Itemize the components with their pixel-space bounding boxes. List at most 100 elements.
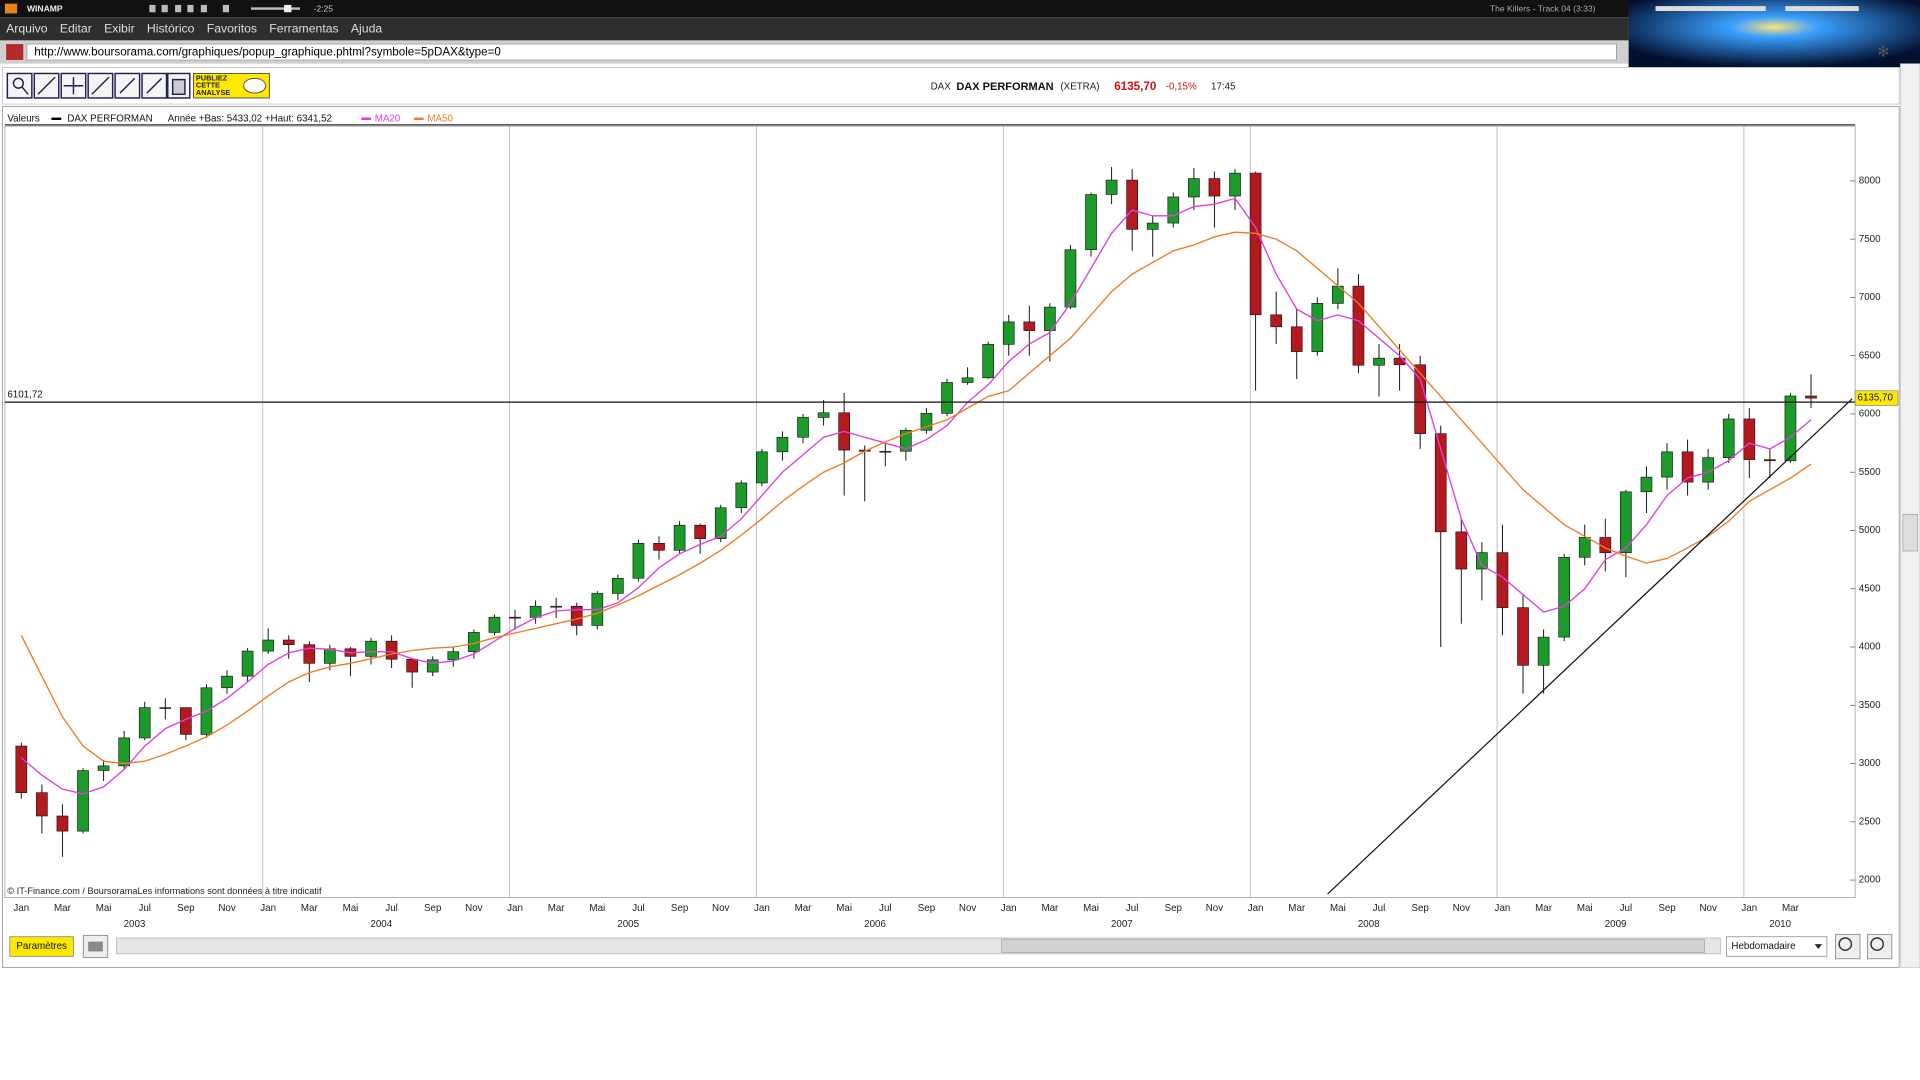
x-tick-label: Mar (54, 903, 72, 914)
params-button[interactable] (9, 936, 74, 957)
x-tick-label: Sep (671, 903, 689, 914)
publish-text: CETTE (196, 81, 220, 90)
candle-body (77, 770, 89, 832)
candle-body (797, 417, 809, 438)
x-tick-label: Nov (1699, 903, 1717, 914)
x-tick-label: Sep (918, 903, 936, 914)
candle-body (920, 413, 933, 431)
last-price-tag (1854, 390, 1899, 406)
candle-body (941, 382, 953, 414)
x-tick-label: Sep (424, 903, 442, 914)
menu-item[interactable]: Histórico (147, 22, 195, 36)
menu-item[interactable]: Ferramentas (269, 22, 338, 36)
candle-body (1208, 178, 1221, 197)
chart-scroll-thumb[interactable] (1001, 938, 1705, 953)
candle-body (1085, 194, 1097, 251)
x-tick-label: Jan (260, 903, 276, 914)
candle-body (118, 737, 130, 767)
x-tick-label: Sep (177, 903, 195, 914)
candle-body (15, 745, 28, 793)
candle-body (1620, 491, 1632, 554)
header-name: DAX PERFORMAN (956, 81, 1053, 93)
hline-label: 6101,72 (7, 389, 42, 400)
candle-body (1558, 556, 1570, 638)
x-tick-label: Sep (1411, 903, 1429, 914)
candle-body (1249, 172, 1262, 316)
candle-body (982, 344, 994, 379)
candle-body (1270, 314, 1282, 328)
candle-body (1681, 451, 1694, 483)
candle-body (1352, 285, 1365, 366)
y-tick-label: 3000 (1859, 758, 1881, 769)
y-tick-label: 5000 (1859, 525, 1881, 536)
x-tick-label: Nov (218, 903, 236, 914)
seek-bar[interactable] (1655, 6, 1766, 12)
url-field[interactable] (26, 43, 1617, 61)
menu-item[interactable]: Ajuda (351, 22, 382, 36)
candle-body (673, 524, 686, 551)
winamp-icon[interactable] (4, 3, 18, 14)
page-scroll-thumb[interactable] (1902, 513, 1918, 552)
y-tick-label: 4000 (1859, 642, 1881, 653)
x-tick-label: Mar (1041, 903, 1059, 914)
candle-body (406, 658, 418, 673)
period-select[interactable] (1726, 936, 1828, 957)
legend-ma20: MA20 (375, 113, 401, 124)
menu-item[interactable]: Exibir (104, 22, 135, 36)
candle-body (1023, 321, 1036, 331)
candle-body (1167, 196, 1180, 224)
candle-body (1126, 179, 1138, 230)
x-tick-label: Jan (507, 903, 523, 914)
x-tick-label: Jan (1741, 903, 1757, 914)
candle-body (36, 792, 48, 817)
candle-body (365, 640, 377, 657)
candle-body (714, 507, 727, 539)
candle-body (324, 648, 336, 664)
reload-icon[interactable]: ✻ (1877, 45, 1889, 61)
candle-body (1764, 459, 1776, 462)
legend-series: DAX PERFORMAN (67, 113, 152, 124)
x-tick-label: Nov (1206, 903, 1224, 914)
x-tick-label: Mai (1330, 903, 1346, 914)
candle-body (632, 542, 645, 579)
x-tick-label: Nov (959, 903, 977, 914)
x-tick-label: Mar (795, 903, 813, 914)
candle-body (1661, 451, 1673, 478)
x-tick-label: Jul (1126, 903, 1139, 914)
x-tick-label: Jan (1001, 903, 1017, 914)
select-arrow (1814, 944, 1823, 949)
menu-item[interactable]: Favoritos (207, 22, 257, 36)
period-text: Hebdomadaire (1731, 941, 1795, 952)
year-label: 2006 (864, 919, 886, 930)
candle-body (694, 524, 706, 539)
x-tick-label: Mai (836, 903, 852, 914)
menu-item[interactable]: Editar (60, 22, 92, 36)
candle-body (1229, 172, 1241, 197)
tool-buttons[interactable] (6, 72, 191, 99)
zoom-icon (1838, 937, 1853, 951)
year-label: 2004 (370, 919, 392, 930)
header-change: -0,15% (1166, 82, 1197, 93)
candle-body (1188, 178, 1200, 198)
candle-body (97, 765, 110, 771)
x-tick-label: Mar (548, 903, 566, 914)
candle-body (282, 639, 295, 645)
x-tick-label: Mar (1288, 903, 1306, 914)
volume-bar[interactable] (1785, 6, 1859, 12)
y-tick-label: 5500 (1859, 467, 1881, 478)
candle-body (1455, 531, 1468, 570)
y-tick-label: 3500 (1859, 700, 1881, 711)
player-controls[interactable] (149, 4, 300, 13)
candle-body (1496, 552, 1509, 608)
candle-body (1064, 249, 1077, 308)
candle-body (56, 815, 69, 832)
header-index: DAX (931, 82, 952, 93)
header-price: 6135,70 (1114, 80, 1156, 93)
menu-item[interactable]: Arquivo (6, 22, 48, 36)
candle-body (385, 640, 398, 660)
candle-body (1146, 222, 1159, 230)
candle-body (653, 542, 665, 551)
menu-bar (0, 17, 1629, 41)
candle-body (509, 616, 521, 619)
x-tick-label: Jan (1495, 903, 1511, 914)
